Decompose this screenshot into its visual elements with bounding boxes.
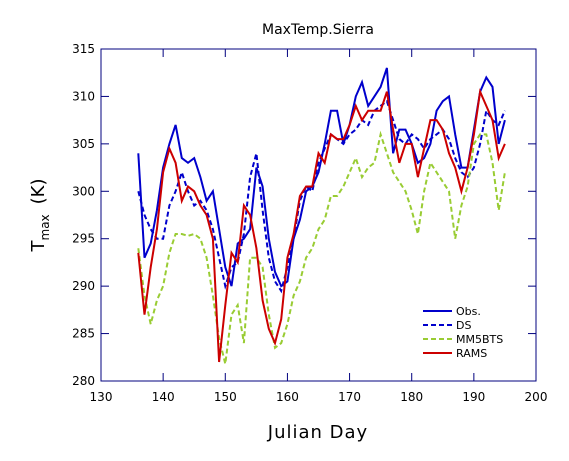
y-tick-label: 315 <box>72 42 95 56</box>
x-tick-label: 190 <box>462 390 485 404</box>
x-tick-label: 160 <box>276 390 299 404</box>
x-tick-label: 130 <box>90 390 113 404</box>
y-label-unit: (K) <box>28 178 49 204</box>
x-tick-label: 200 <box>525 390 548 404</box>
y-tick-label: 310 <box>72 89 95 103</box>
y-tick-label: 305 <box>72 137 95 151</box>
x-tick-label: 180 <box>400 390 423 404</box>
y-label-main: T <box>28 240 49 253</box>
plot-frame <box>100 48 537 382</box>
legend-label: RAMS <box>456 347 487 360</box>
x-tick-label: 150 <box>214 390 237 404</box>
y-axis-label: Tmax (K) <box>28 178 52 252</box>
x-tick-label: 170 <box>338 390 361 404</box>
legend-label: DS <box>456 319 471 332</box>
x-tick-label: 140 <box>152 390 175 404</box>
y-tick-label: 290 <box>72 279 95 293</box>
y-tick-label: 285 <box>72 327 95 341</box>
y-tick-label: 300 <box>72 184 95 198</box>
series-line <box>137 130 506 365</box>
chart-title: MaxTemp.Sierra <box>262 22 374 38</box>
series-line <box>137 88 506 363</box>
y-tick-label: 280 <box>72 374 95 388</box>
y-tick-label: 295 <box>72 232 95 246</box>
legend-label: MM5BTS <box>456 333 503 346</box>
series-line <box>137 99 506 294</box>
x-axis-label: Julian Day <box>267 422 368 443</box>
series-line <box>137 67 506 288</box>
legend-label: Obs. <box>456 305 481 318</box>
y-label-sub: max <box>38 214 52 240</box>
